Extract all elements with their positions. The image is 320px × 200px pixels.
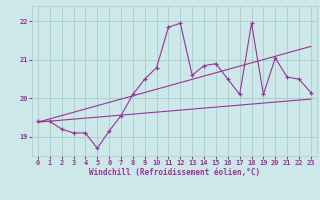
X-axis label: Windchill (Refroidissement éolien,°C): Windchill (Refroidissement éolien,°C) xyxy=(89,168,260,177)
